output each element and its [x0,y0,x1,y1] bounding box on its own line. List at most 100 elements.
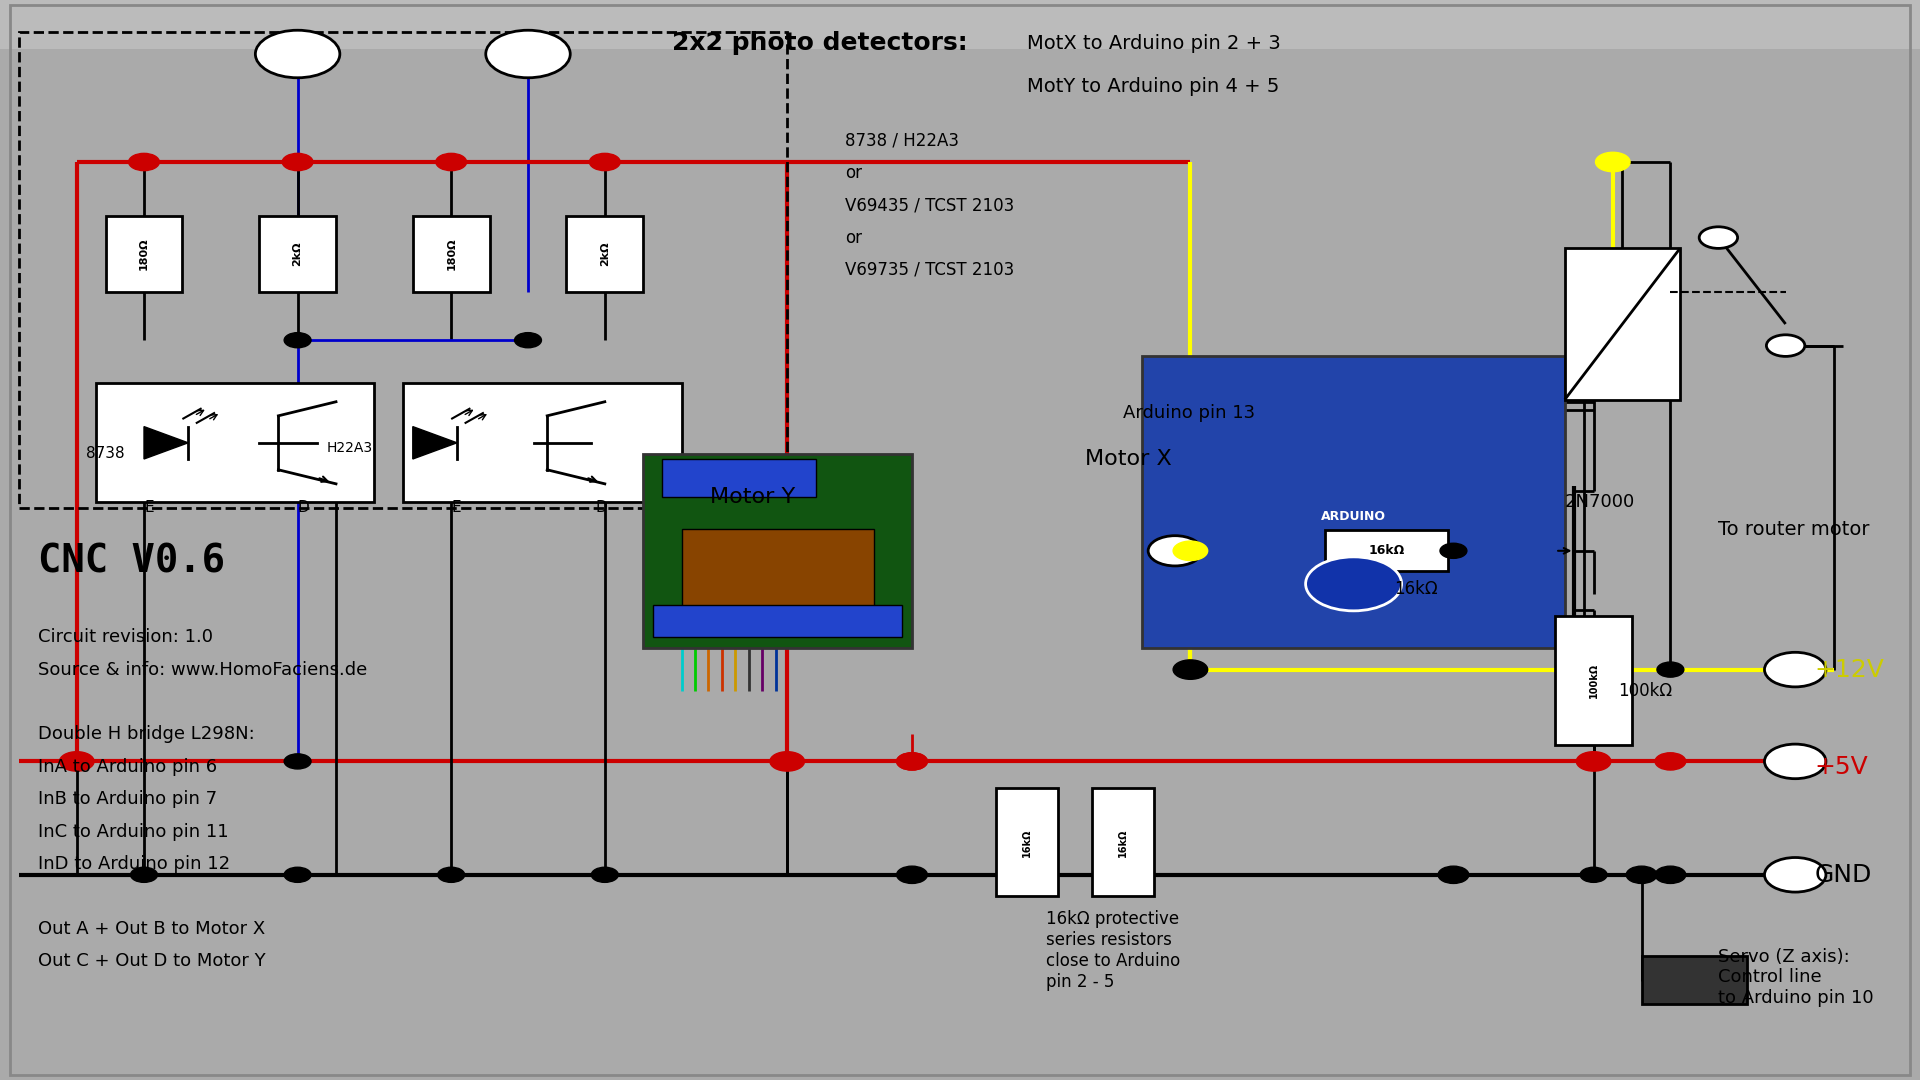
Circle shape [284,333,311,348]
Text: 8738 / H22A3: 8738 / H22A3 [845,132,958,149]
Text: InC to Arduino pin 11: InC to Arduino pin 11 [38,823,228,840]
Bar [19,32,787,508]
Bar [643,454,912,648]
Text: MotX to Arduino pin 2 + 3: MotX to Arduino pin 2 + 3 [1027,33,1281,53]
Bar [96,383,374,502]
Circle shape [284,867,311,882]
Bar [1325,530,1448,571]
Text: 16kΩ: 16kΩ [1394,580,1438,597]
Bar [1142,356,1565,648]
Circle shape [1173,660,1208,679]
Text: CNC V0.6: CNC V0.6 [38,542,225,581]
Circle shape [1580,867,1607,882]
Circle shape [438,867,465,882]
Text: ARDUINO: ARDUINO [1321,510,1386,524]
Circle shape [1440,543,1467,558]
Circle shape [1655,753,1686,770]
Text: Source & info: www.HomoFaciens.de: Source & info: www.HomoFaciens.de [38,661,367,678]
Bar [566,216,643,292]
Text: D: D [298,500,309,515]
Text: E: E [144,500,154,515]
Circle shape [1657,662,1684,677]
Text: D: D [595,500,607,515]
Circle shape [1764,652,1826,687]
Circle shape [282,153,313,171]
Text: Motor X: Motor X [1085,449,1171,469]
Circle shape [1655,866,1686,883]
Circle shape [1173,541,1208,561]
Text: E: E [451,500,461,515]
Text: Servo (Z axis):
Control line
to Arduino pin 10: Servo (Z axis): Control line to Arduino … [1718,947,1874,1008]
Circle shape [1766,335,1805,356]
Bar [403,383,682,502]
Circle shape [897,753,927,770]
Circle shape [131,867,157,882]
Text: InD to Arduino pin 12: InD to Arduino pin 12 [38,855,230,873]
Text: GND: GND [1814,863,1872,887]
Circle shape [129,153,159,171]
Text: Double H bridge L298N:: Double H bridge L298N: [38,726,255,743]
Bar [1555,616,1632,745]
Circle shape [1764,858,1826,892]
Text: MotY to Arduino pin 4 + 5: MotY to Arduino pin 4 + 5 [1027,77,1279,96]
Text: 16kΩ: 16kΩ [1117,828,1129,856]
Circle shape [1438,866,1469,883]
Circle shape [591,867,618,882]
Text: 180Ω: 180Ω [445,238,457,270]
Text: 2x2 photo detectors:: 2x2 photo detectors: [672,31,968,55]
Text: 2N7000: 2N7000 [1565,494,1636,511]
Circle shape [1764,744,1826,779]
Text: Motor Y: Motor Y [710,487,795,507]
Circle shape [1148,536,1202,566]
Text: H22A3: H22A3 [326,442,372,455]
Text: V69735 / TCST 2103: V69735 / TCST 2103 [845,261,1014,279]
Circle shape [897,866,927,883]
Circle shape [770,752,804,771]
Text: InA to Arduino pin 6: InA to Arduino pin 6 [38,758,217,775]
Bar [0,0,1920,49]
Circle shape [1626,866,1657,883]
Bar [106,216,182,292]
Circle shape [60,752,94,771]
Text: V69435 / TCST 2103: V69435 / TCST 2103 [845,197,1014,214]
Text: 16kΩ: 16kΩ [1369,544,1404,557]
Bar [662,459,816,497]
Bar [653,605,902,637]
Circle shape [1596,152,1630,172]
Polygon shape [413,427,457,459]
Text: or: or [845,164,862,181]
Circle shape [1576,752,1611,771]
Circle shape [1306,557,1402,611]
Text: Out C + Out D to Motor Y: Out C + Out D to Motor Y [38,953,267,970]
Text: 2kΩ: 2kΩ [292,242,303,266]
Text: 100kΩ: 100kΩ [1619,683,1672,700]
Bar [1642,956,1747,1004]
Text: To router motor: To router motor [1718,519,1870,539]
Circle shape [284,754,311,769]
Text: Circuit revision: 1.0: Circuit revision: 1.0 [38,629,213,646]
Bar [259,216,336,292]
Text: Arduino pin 13: Arduino pin 13 [1123,404,1256,421]
Text: +12V: +12V [1814,658,1884,681]
Circle shape [897,753,927,770]
Text: Out A + Out B to Motor X: Out A + Out B to Motor X [38,920,265,937]
Text: 16kΩ: 16kΩ [1021,828,1033,856]
Bar [413,216,490,292]
Text: +5V: +5V [1814,755,1868,779]
Bar [1092,788,1154,896]
Text: UNO: UNO [1329,537,1379,555]
Bar [1565,248,1680,400]
Text: or: or [845,229,862,246]
Bar [682,529,874,616]
Text: 180Ω: 180Ω [138,238,150,270]
Circle shape [1699,227,1738,248]
Bar [996,788,1058,896]
Circle shape [589,153,620,171]
Circle shape [486,30,570,78]
Text: 2kΩ: 2kΩ [599,242,611,266]
Circle shape [515,333,541,348]
Text: 8738: 8738 [86,446,125,461]
Text: 16kΩ protective
series resistors
close to Arduino
pin 2 - 5: 16kΩ protective series resistors close t… [1046,910,1181,990]
Polygon shape [144,427,188,459]
Circle shape [436,153,467,171]
